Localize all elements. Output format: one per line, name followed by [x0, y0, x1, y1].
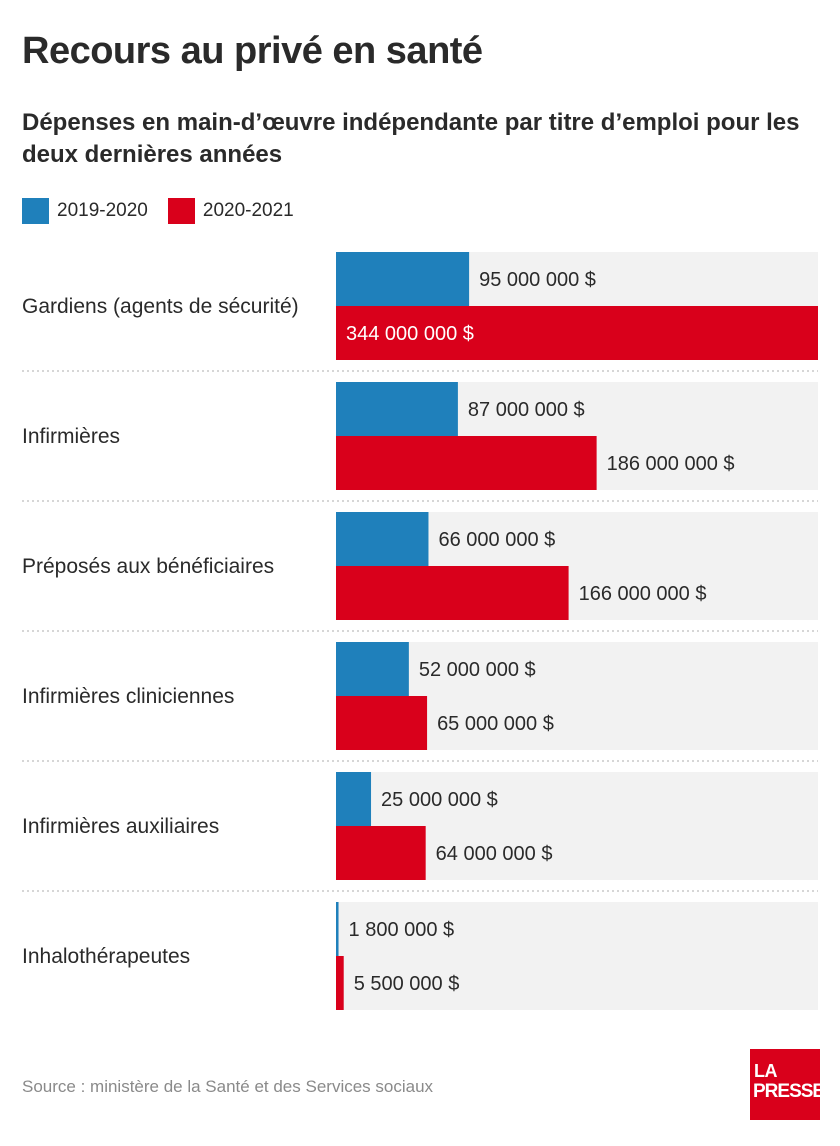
bar-2019-2020	[336, 512, 429, 566]
bar-2020-2021	[336, 956, 344, 1010]
bar-2020-2021	[336, 566, 569, 620]
source-note: Source : ministère de la Santé et des Se…	[22, 1077, 434, 1096]
legend-item-2020-2021: 2020-2021	[167, 198, 294, 224]
data-label-2020-2021: 64 000 000 $	[436, 843, 553, 865]
chart-title: Recours au privé en santé	[22, 30, 483, 72]
legend-label-2020-2021: 2020-2021	[202, 200, 294, 221]
data-label-2019-2020: 87 000 000 $	[468, 399, 585, 421]
category-label: Infirmières cliniciennes	[22, 685, 234, 708]
logo-text-la: LA	[754, 1061, 778, 1081]
data-label-2019-2020: 52 000 000 $	[419, 659, 536, 681]
data-label-2019-2020: 95 000 000 $	[479, 269, 596, 291]
legend-label-2019-2020: 2019-2020	[57, 200, 148, 221]
legend-item-2019-2020: 2019-2020	[22, 198, 148, 224]
la-presse-logo: LA PRESSE	[750, 1049, 825, 1120]
bar-2019-2020	[336, 252, 470, 306]
bar-2020-2021	[336, 696, 428, 750]
bar-2019-2020	[336, 772, 372, 826]
bar-2020-2021	[336, 306, 818, 360]
bar-2019-2020	[336, 902, 339, 956]
category-label: Infirmières	[22, 425, 120, 448]
legend-swatch-2019-2020	[22, 198, 49, 224]
bar-2020-2021	[336, 826, 426, 880]
chart-subtitle: Dépenses en main-d’œuvre indépendante pa…	[22, 109, 800, 168]
category-label: Infirmières auxiliaires	[22, 815, 219, 838]
data-label-2019-2020: 66 000 000 $	[438, 529, 555, 551]
logo-text-presse: PRESSE	[753, 1081, 825, 1102]
bar-2019-2020	[336, 382, 458, 436]
category-label: Inhalothérapeutes	[22, 945, 190, 968]
legend: 2019-2020 2020-2021	[22, 198, 314, 224]
legend-swatch-2020-2021	[167, 198, 195, 224]
data-label-2020-2021: 166 000 000 $	[579, 583, 707, 605]
data-label-2019-2020: 1 800 000 $	[349, 919, 455, 941]
data-label-2020-2021: 5 500 000 $	[354, 973, 460, 995]
bar-background-panel	[336, 902, 818, 1010]
bar-2020-2021	[336, 436, 597, 490]
category-label: Gardiens (agents de sécurité)	[22, 295, 299, 318]
bar-2019-2020	[336, 642, 409, 696]
data-label-2019-2020: 25 000 000 $	[381, 789, 498, 811]
data-label-2020-2021: 186 000 000 $	[607, 453, 735, 475]
category-label: Préposés aux bénéficiaires	[22, 555, 274, 578]
data-label-2020-2021: 344 000 000 $	[346, 323, 474, 345]
data-label-2020-2021: 65 000 000 $	[437, 713, 554, 735]
